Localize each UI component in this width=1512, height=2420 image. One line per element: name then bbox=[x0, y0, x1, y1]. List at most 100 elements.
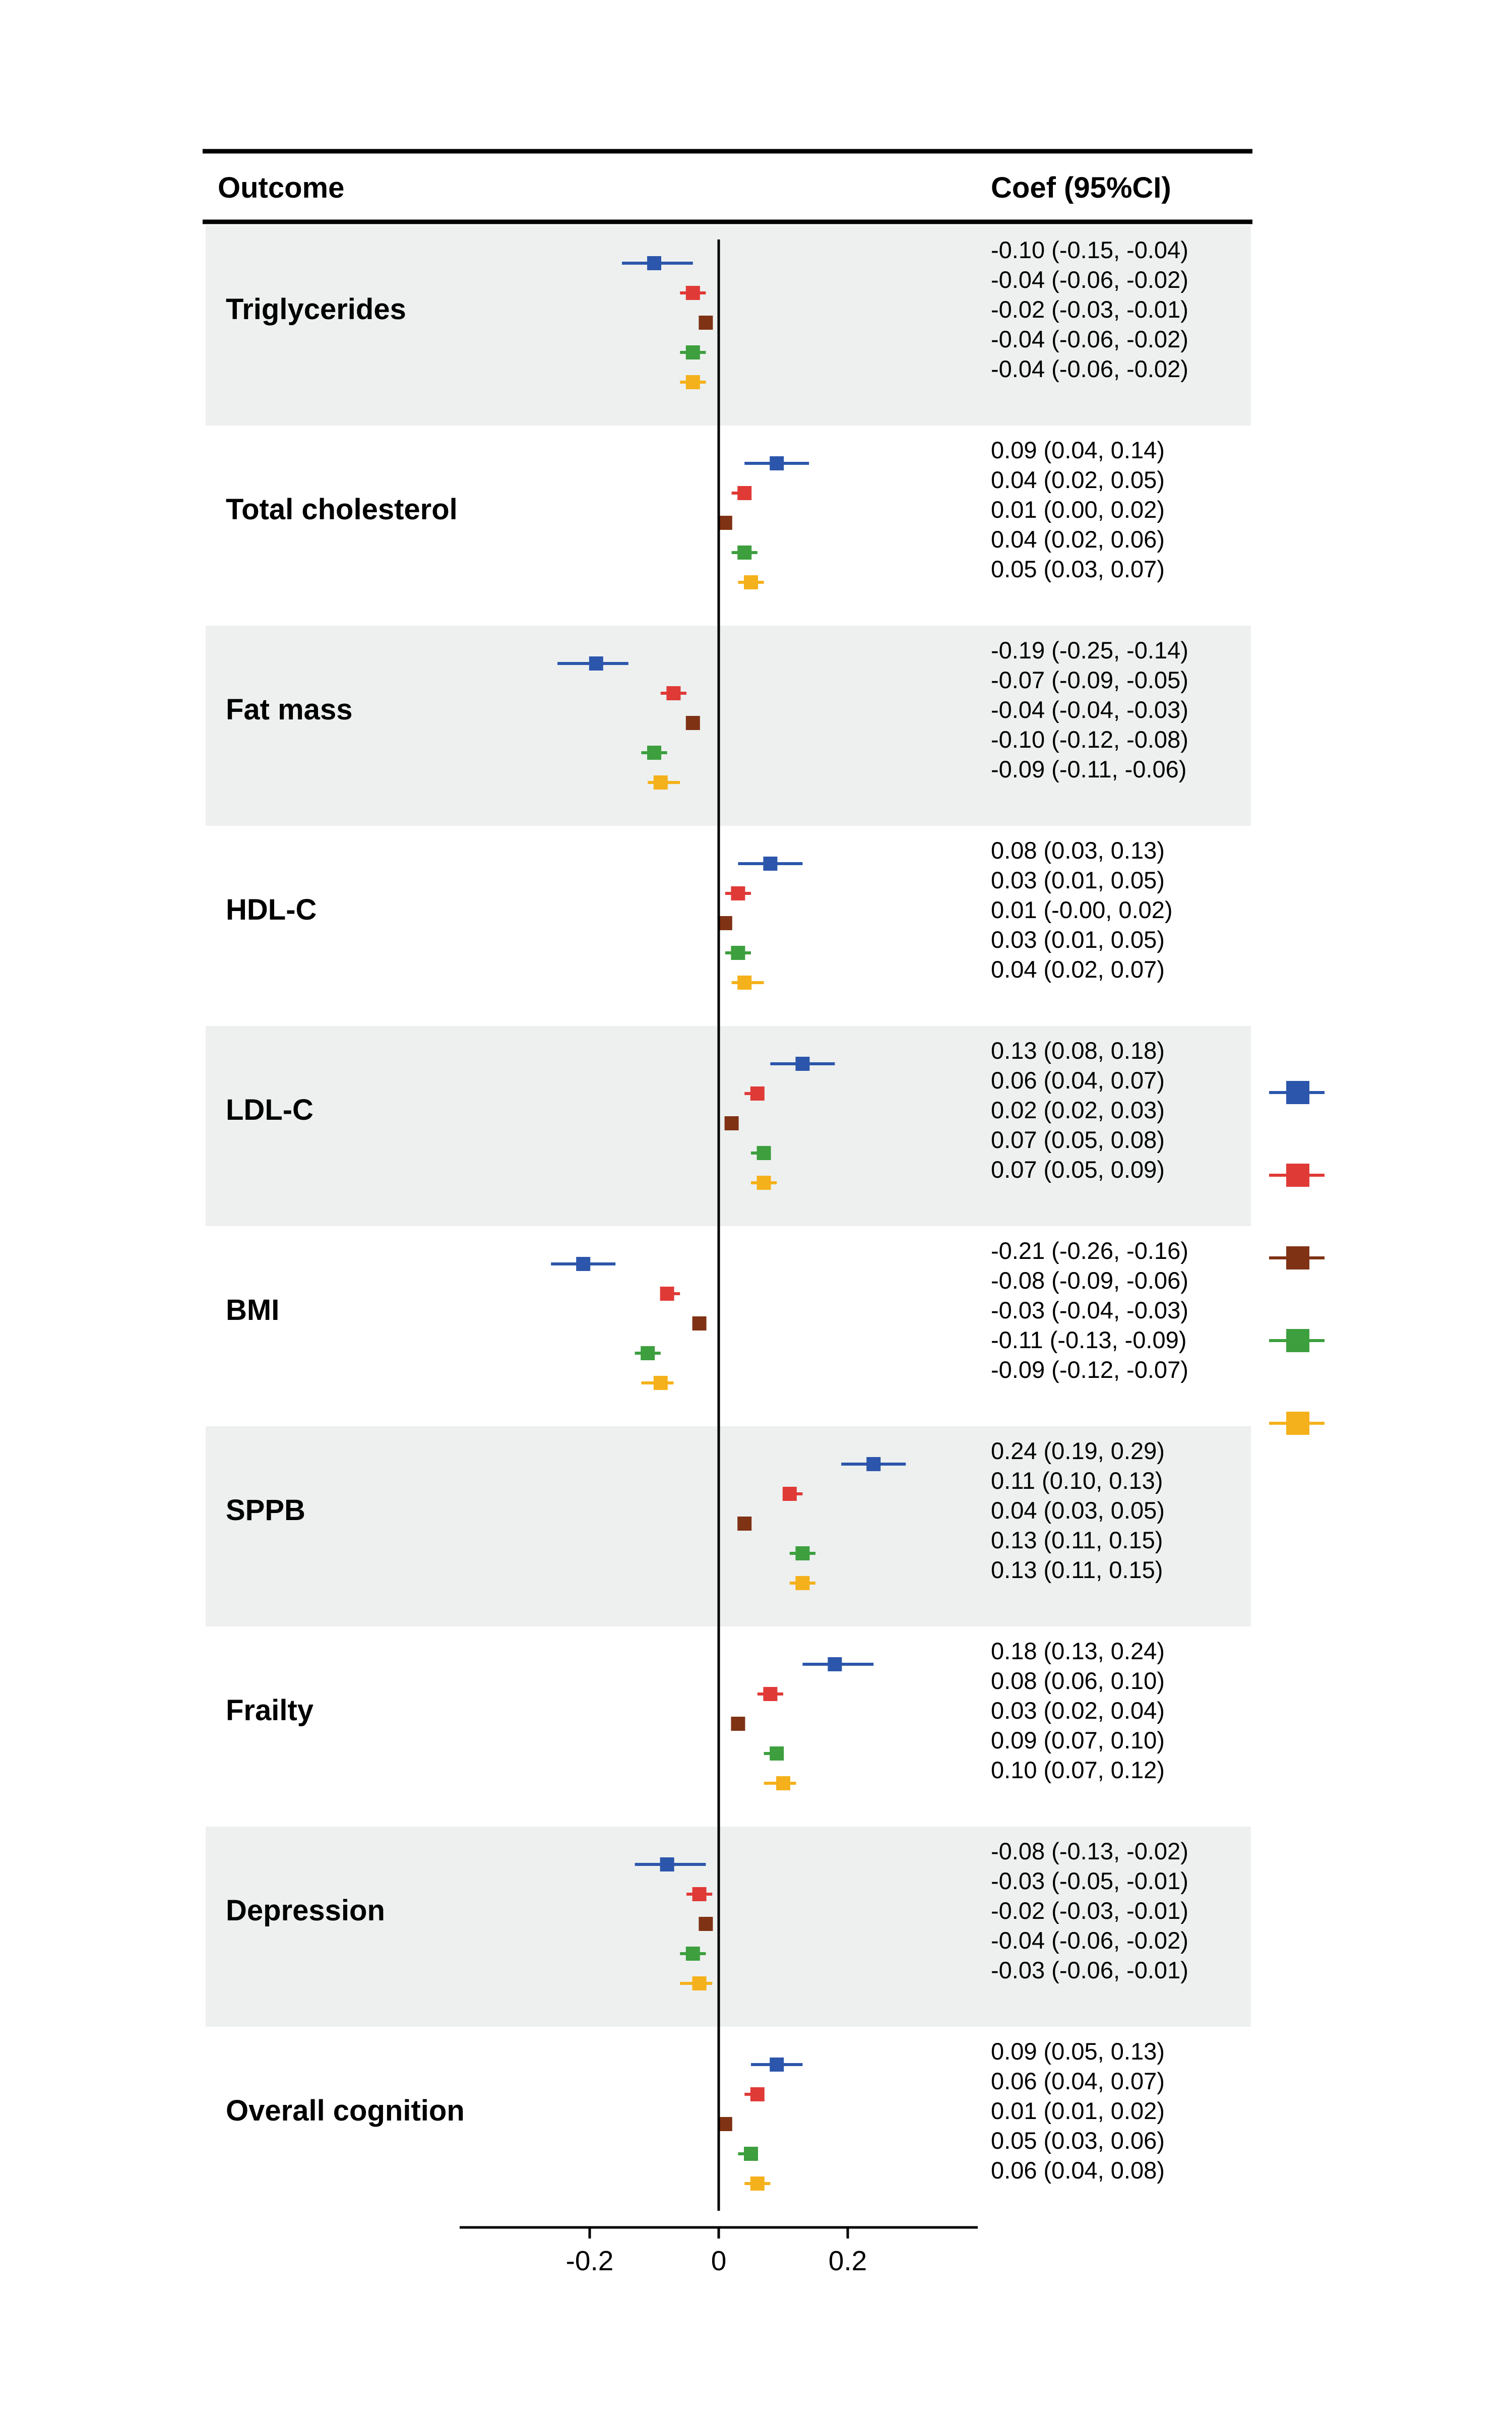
estimate-point bbox=[737, 486, 752, 500]
estimate-point bbox=[647, 256, 661, 270]
x-tick-label: -0.2 bbox=[566, 2245, 614, 2276]
estimate-point bbox=[795, 1546, 810, 1560]
coef-label: -0.04 (-0.06, -0.02) bbox=[991, 355, 1188, 382]
estimate-point bbox=[750, 2087, 765, 2101]
coef-label: 0.11 (0.10, 0.13) bbox=[991, 1467, 1163, 1494]
estimate-point bbox=[653, 775, 668, 790]
estimate-marks bbox=[551, 239, 906, 2211]
outcome-label: Overall cognition bbox=[226, 2094, 465, 2127]
estimate-point bbox=[685, 1947, 700, 1961]
estimate-point bbox=[828, 1657, 842, 1671]
coef-label: 0.04 (0.03, 0.05) bbox=[991, 1497, 1165, 1524]
coef-label: 0.02 (0.02, 0.03) bbox=[991, 1097, 1165, 1123]
estimate-point bbox=[750, 2176, 765, 2191]
estimate-point bbox=[692, 1976, 707, 1990]
outcome-label: Fat mass bbox=[226, 693, 352, 726]
row-band bbox=[206, 225, 1251, 426]
coef-label: 0.03 (0.02, 0.04) bbox=[991, 1697, 1165, 1724]
estimate-point bbox=[685, 286, 700, 300]
coef-label: -0.09 (-0.12, -0.07) bbox=[991, 1356, 1188, 1383]
estimate-point bbox=[744, 575, 758, 589]
coef-label: -0.21 (-0.26, -0.16) bbox=[991, 1237, 1188, 1264]
coef-label: 0.04 (0.02, 0.06) bbox=[991, 526, 1165, 553]
coef-label: -0.07 (-0.09, -0.05) bbox=[991, 667, 1188, 693]
estimate-point bbox=[763, 857, 778, 871]
estimate-point bbox=[770, 1746, 784, 1761]
outcome-label: Triglycerides bbox=[226, 293, 406, 326]
estimate-point bbox=[770, 2058, 784, 2072]
outcome-label: Depression bbox=[226, 1894, 385, 1927]
table-frame: Outcome Coef (95%CI) bbox=[203, 149, 1252, 224]
coef-label: 0.08 (0.06, 0.10) bbox=[991, 1667, 1165, 1694]
estimate-point bbox=[647, 746, 661, 760]
estimate-point bbox=[576, 1257, 591, 1271]
estimate-point bbox=[776, 1776, 790, 1790]
coef-label: -0.02 (-0.03, -0.01) bbox=[991, 296, 1188, 323]
coef-label: -0.09 (-0.11, -0.06) bbox=[991, 756, 1186, 782]
estimate-point bbox=[795, 1576, 810, 1590]
estimate-point bbox=[757, 1146, 771, 1160]
coef-label: 0.09 (0.07, 0.10) bbox=[991, 1727, 1165, 1753]
row-band bbox=[206, 626, 1251, 826]
legend-swatch bbox=[1286, 1164, 1309, 1187]
estimate-point bbox=[666, 686, 681, 700]
coef-label: -0.08 (-0.09, -0.06) bbox=[991, 1267, 1188, 1294]
coef-label: 0.18 (0.13, 0.24) bbox=[991, 1638, 1165, 1664]
coef-labels: -0.10 (-0.15, -0.04) -0.04 (-0.06, -0.02)… bbox=[991, 236, 1188, 2184]
row-band bbox=[206, 1827, 1251, 2027]
coef-label: -0.10 (-0.12, -0.08) bbox=[991, 726, 1188, 753]
legend-swatch bbox=[1286, 1246, 1309, 1269]
coef-label: 0.06 (0.04, 0.08) bbox=[991, 2157, 1165, 2184]
x-tick-label: 0 bbox=[711, 2245, 727, 2276]
coef-label: -0.03 (-0.05, -0.01) bbox=[991, 1867, 1188, 1894]
coef-label: 0.01 (-0.00, 0.02) bbox=[991, 896, 1173, 923]
coef-label: 0.07 (0.05, 0.08) bbox=[991, 1126, 1165, 1153]
coef-label: 0.10 (0.07, 0.12) bbox=[991, 1757, 1165, 1783]
estimate-point bbox=[699, 1917, 713, 1931]
estimate-point bbox=[763, 1687, 778, 1701]
estimate-point bbox=[660, 1857, 674, 1871]
estimate-point bbox=[685, 375, 700, 389]
estimate-point bbox=[782, 1487, 797, 1501]
estimate-point bbox=[685, 345, 700, 359]
row-band bbox=[206, 1426, 1251, 1626]
coef-label: 0.05 (0.03, 0.06) bbox=[991, 2127, 1165, 2154]
coef-label: 0.06 (0.04, 0.07) bbox=[991, 2068, 1165, 2094]
x-tick-label: 0.2 bbox=[829, 2245, 867, 2276]
outcome-label: Total cholesterol bbox=[226, 493, 458, 526]
header-outcome: Outcome bbox=[218, 171, 344, 204]
estimate-point bbox=[699, 316, 713, 330]
estimate-point bbox=[692, 1316, 707, 1330]
estimate-point bbox=[660, 1287, 674, 1301]
x-axis: -0.2 0 0.2 bbox=[460, 2226, 978, 2276]
outcome-labels: Triglycerides Total cholesterol Fat mass HD… bbox=[226, 293, 465, 2127]
coef-label: 0.01 (0.01, 0.02) bbox=[991, 2097, 1165, 2124]
outcome-label: HDL-C bbox=[226, 893, 317, 926]
coef-label: 0.03 (0.01, 0.05) bbox=[991, 867, 1165, 893]
estimate-point bbox=[795, 1057, 810, 1071]
coef-label: 0.13 (0.08, 0.18) bbox=[991, 1037, 1165, 1064]
coef-label: 0.09 (0.04, 0.14) bbox=[991, 437, 1165, 463]
row-bands bbox=[206, 225, 1251, 2027]
estimate-point bbox=[641, 1346, 655, 1360]
coef-label: -0.04 (-0.06, -0.02) bbox=[991, 1927, 1188, 1954]
coef-label: -0.04 (-0.04, -0.03) bbox=[991, 696, 1188, 723]
coef-label: 0.04 (0.02, 0.07) bbox=[991, 956, 1165, 983]
coef-label: 0.08 (0.03, 0.13) bbox=[991, 837, 1165, 864]
estimate-point bbox=[685, 716, 700, 730]
coef-label: -0.04 (-0.06, -0.02) bbox=[991, 266, 1188, 293]
coef-label: -0.04 (-0.06, -0.02) bbox=[991, 326, 1188, 352]
estimate-point bbox=[718, 916, 732, 930]
estimate-point bbox=[692, 1887, 707, 1901]
coef-label: -0.10 (-0.15, -0.04) bbox=[991, 236, 1188, 263]
estimate-point bbox=[718, 516, 732, 530]
estimate-point bbox=[653, 1376, 668, 1390]
coef-label: -0.02 (-0.03, -0.01) bbox=[991, 1897, 1188, 1924]
outcome-label: Frailty bbox=[226, 1694, 313, 1727]
outcome-label: LDL-C bbox=[226, 1094, 313, 1126]
coef-label: 0.13 (0.11, 0.15) bbox=[991, 1556, 1163, 1583]
coef-label: 0.05 (0.03, 0.07) bbox=[991, 556, 1165, 582]
coef-label: -0.08 (-0.13, -0.02) bbox=[991, 1838, 1188, 1864]
coef-label: 0.01 (0.00, 0.02) bbox=[991, 496, 1165, 523]
